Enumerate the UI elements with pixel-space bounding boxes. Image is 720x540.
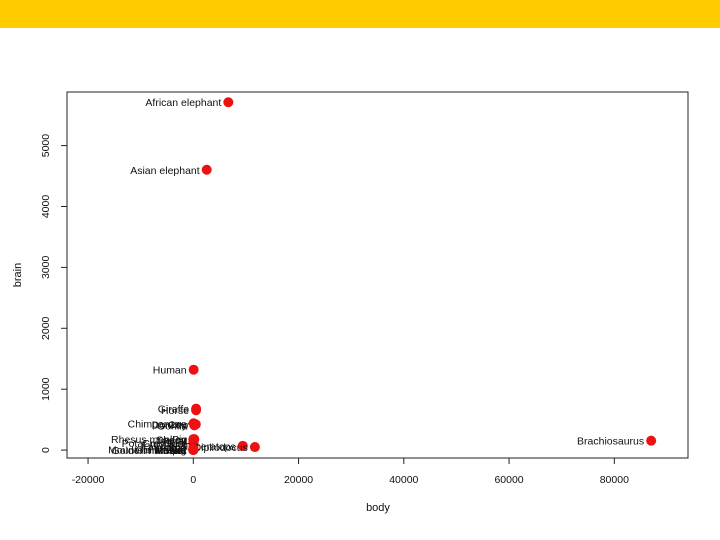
data-point (249, 442, 260, 453)
point-label: Donkey (152, 420, 188, 432)
point-label: Sheep (156, 434, 187, 446)
point-label: Mouse (155, 445, 187, 457)
point-label: Horse (161, 405, 189, 417)
y-tick-label: 5000 (40, 134, 52, 158)
y-axis-title: brain (12, 263, 24, 287)
y-tick-label: 2000 (40, 316, 52, 340)
data-point (646, 435, 657, 446)
data-point (188, 444, 199, 455)
x-tick-label: -20000 (72, 474, 105, 486)
data-point (201, 164, 212, 175)
data-point (189, 420, 200, 431)
point-label: Pig (172, 434, 187, 446)
point-label: Golden hamster (112, 445, 187, 457)
point-label: Asian elephant (130, 165, 200, 177)
point-label: Rat (170, 445, 186, 457)
point-label: Gorilla (157, 420, 188, 432)
point-label: Potar monkey (122, 438, 188, 450)
data-points: African elephant Asian elephant Human Giraf… (108, 97, 657, 457)
point-label: Jaguar (155, 436, 188, 448)
point-label: Giraffe (158, 404, 189, 416)
x-tick-label: 80000 (600, 474, 629, 486)
y-tick-label: 4000 (40, 195, 52, 219)
point-label: Rabbit (156, 444, 186, 456)
point-label: Rhesus monkey (111, 434, 187, 446)
y-tick-label: 1000 (40, 377, 52, 401)
x-tick-label: 20000 (284, 474, 313, 486)
y-tick-label: 0 (40, 447, 52, 453)
point-label: Cat (170, 444, 186, 456)
data-point (223, 97, 234, 108)
x-tick-label: 40000 (389, 474, 418, 486)
axes: -20000 0 20000 40000 60000 80000 0 1000 2000 3000… (40, 134, 629, 486)
point-label: Human (153, 365, 187, 377)
top-banner (0, 0, 720, 28)
point-label: Kangaroo (141, 442, 187, 454)
y-tick-label: 3000 (40, 256, 52, 280)
x-tick-label: 0 (190, 474, 196, 486)
point-label: Brachiosaurus (577, 436, 644, 448)
point-label: Cow (168, 419, 189, 431)
x-axis-title: body (366, 502, 390, 514)
point-label: Chimpanzee (128, 418, 187, 430)
point-label: Goat (164, 438, 187, 450)
point-label: Dipliodocus (194, 442, 248, 454)
data-point (191, 405, 202, 416)
plot-frame (66, 91, 689, 459)
x-tick-label: 60000 (494, 474, 523, 486)
data-point (188, 364, 199, 375)
data-point (237, 440, 248, 451)
point-label: Mountain beaver (108, 445, 187, 457)
point-label: Grey wolf (142, 438, 186, 450)
point-label: Guinea pig (136, 445, 187, 457)
point-label: African elephant (145, 97, 221, 109)
point-label: Mole (164, 445, 187, 457)
